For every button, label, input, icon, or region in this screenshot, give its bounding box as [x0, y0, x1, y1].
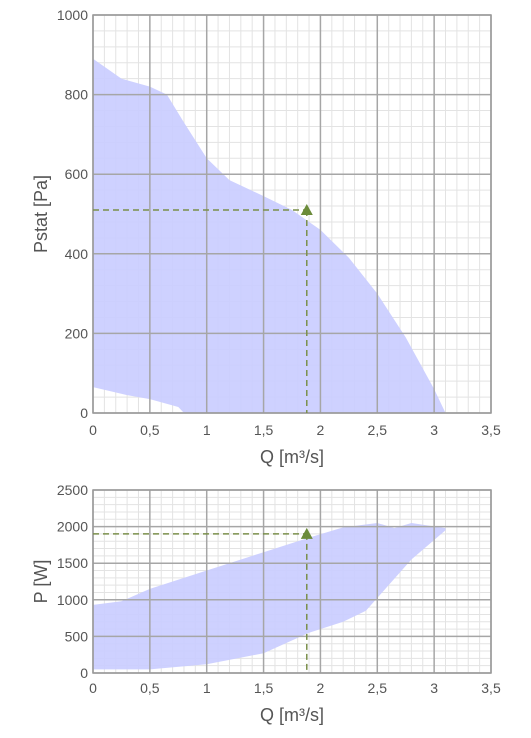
x-tick-label: 1,5 — [254, 680, 274, 696]
x-tick-label: 2 — [317, 422, 325, 438]
y-tick-label: 500 — [65, 628, 89, 644]
x-axis-title: Q [m³/s] — [260, 447, 324, 467]
x-tick-label: 0,5 — [140, 422, 160, 438]
x-tick-label: 0,5 — [140, 680, 160, 696]
pstat-plot-frame — [92, 14, 492, 414]
power-operating-area — [93, 522, 446, 670]
y-tick-label: 0 — [80, 405, 88, 421]
pstat-operating-area — [93, 58, 446, 413]
x-tick-label: 2,5 — [368, 680, 388, 696]
x-tick-label: 2,5 — [368, 422, 388, 438]
power-chart: 0 0,5 1 1,5 2 2,5 3 3,5 0 500 1000 1500 2000 2500 Q [m… — [31, 482, 501, 725]
y-tick-label: 800 — [65, 87, 89, 103]
x-axis-title: Q [m³/s] — [260, 705, 324, 725]
x-tick-label: 3 — [430, 680, 438, 696]
y-tick-label: 2000 — [57, 519, 88, 535]
power-plot-frame — [92, 489, 492, 674]
operating-point-marker[interactable] — [300, 527, 313, 539]
x-tick-label: 3 — [430, 422, 438, 438]
y-tick-label: 200 — [65, 325, 89, 341]
x-tick-label: 1 — [203, 680, 211, 696]
y-tick-label: 2500 — [57, 482, 88, 498]
x-tick-label: 1 — [203, 422, 211, 438]
y-tick-label: 1000 — [57, 7, 88, 23]
y-tick-label: 1000 — [57, 592, 88, 608]
x-tick-label: 3,5 — [481, 680, 501, 696]
x-tick-label: 2 — [317, 680, 325, 696]
y-axis-title: Pstat [Pa] — [31, 175, 51, 253]
y-axis-title: P [W] — [31, 560, 51, 604]
y-tick-label: 600 — [65, 166, 89, 182]
x-tick-label: 0 — [89, 680, 97, 696]
y-tick-label: 1500 — [57, 555, 88, 571]
y-tick-label: 400 — [65, 246, 89, 262]
y-tick-label: 0 — [80, 665, 88, 681]
x-tick-label: 0 — [89, 422, 97, 438]
static-pressure-chart: 0 0,5 1 1,5 2 2,5 3 3,5 0 200 400 600 800 1000 Q [m³/s… — [31, 7, 501, 467]
x-tick-label: 3,5 — [481, 422, 501, 438]
x-tick-label: 1,5 — [254, 422, 274, 438]
operating-point-marker[interactable] — [300, 204, 313, 216]
